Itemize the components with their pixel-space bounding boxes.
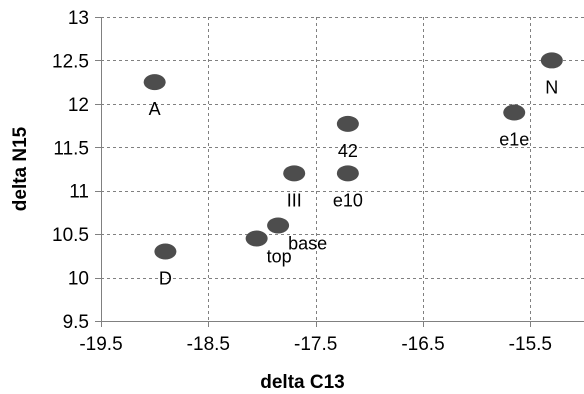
data-point-label: top [267, 246, 292, 266]
data-point-label: III [287, 190, 302, 210]
x-tick-label: -17.5 [294, 334, 337, 355]
y-axis-title: delta N15 [10, 126, 31, 211]
y-tick-label: 10 [68, 269, 89, 290]
data-point [336, 115, 359, 132]
data-point-label: 42 [338, 141, 358, 161]
data-point-label: A [149, 99, 161, 119]
y-tick-label: 11.5 [53, 138, 89, 159]
data-point [336, 165, 359, 182]
x-tick-label: -18.5 [187, 334, 230, 355]
y-tick-labels: 9.5 10 10.5 11 11.5 12 12.5 13 [52, 8, 89, 333]
axes [95, 17, 584, 327]
grid-lines [101, 17, 584, 321]
data-point [245, 230, 268, 247]
y-tick-label: 13 [68, 8, 89, 29]
data-point [154, 243, 177, 260]
data-point-label: e1e [499, 130, 529, 150]
y-tick-label: 9.5 [63, 312, 89, 333]
data-point-label: e10 [333, 190, 363, 210]
y-tick-label: 12.5 [52, 51, 89, 72]
y-tick-label: 11 [69, 182, 89, 203]
data-point-label: D [159, 269, 172, 289]
data-point [540, 52, 563, 69]
data-point-label: N [545, 77, 558, 97]
y-tick-label: 12 [68, 95, 89, 116]
x-tick-label: -15.5 [509, 334, 552, 355]
x-tick-label: -16.5 [401, 334, 444, 355]
data-point [283, 165, 306, 182]
data-point [503, 104, 526, 121]
y-tick-label: 10.5 [52, 225, 89, 246]
data-point [267, 217, 290, 234]
data-point [143, 74, 166, 91]
x-axis-title: delta C13 [260, 372, 344, 393]
x-tick-labels: -19.5 -18.5 -17.5 -16.5 -15.5 [79, 334, 552, 355]
data-point-label: base [288, 233, 327, 253]
x-tick-label: -19.5 [79, 334, 122, 355]
